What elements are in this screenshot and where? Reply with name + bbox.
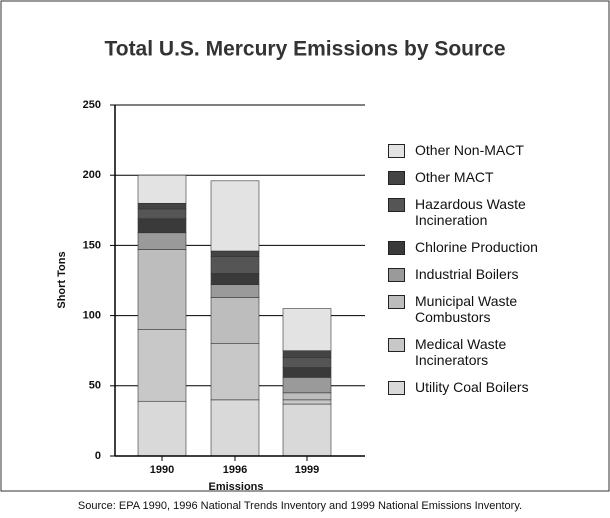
- frame: [0, 0, 610, 492]
- legend-item: Utility Coal Boilers: [388, 379, 588, 395]
- x-axis-label: Emissions: [208, 481, 263, 493]
- legend-item: Hazardous Waste Incineration: [388, 196, 588, 228]
- chart-title: Total U.S. Mercury Emissions by Source: [104, 38, 505, 61]
- bar-segment: [282, 399, 332, 405]
- legend-swatch: [388, 381, 405, 395]
- y-tick-label: 200: [83, 169, 101, 181]
- legend-label: Utility Coal Boilers: [415, 379, 529, 395]
- bar-segment: [282, 308, 332, 351]
- bar-segment: [210, 180, 260, 252]
- legend-item: Industrial Boilers: [388, 266, 588, 282]
- legend-swatch: [388, 338, 405, 352]
- bar-segment: [210, 297, 260, 344]
- x-tick-label: 1996: [223, 464, 247, 476]
- y-tick-label: 150: [83, 239, 101, 251]
- bar-segment: [210, 343, 260, 401]
- legend-item: Other MACT: [388, 169, 588, 185]
- y-tick-label: 50: [89, 380, 101, 392]
- y-tick-label: 250: [83, 99, 101, 111]
- legend-swatch: [388, 144, 405, 158]
- legend-label: Other MACT: [415, 169, 494, 185]
- legend-swatch: [388, 198, 405, 212]
- bar-segment: [210, 284, 260, 298]
- bar-segment: [282, 367, 332, 378]
- legend-item: Medical Waste Incinerators: [388, 336, 588, 368]
- bar-segment: [282, 357, 332, 368]
- bar-segment: [137, 208, 187, 220]
- bar-segment: [137, 218, 187, 234]
- legend: Other Non-MACT Other MACT Hazardous Waste …: [388, 142, 588, 406]
- bar-segment: [210, 273, 260, 286]
- legend-label: Municipal Waste Combustors: [415, 293, 518, 325]
- legend-swatch: [388, 171, 405, 185]
- y-tick-label: 0: [95, 450, 101, 462]
- bar-segment: [137, 400, 187, 457]
- legend-label: Medical Waste Incinerators: [415, 336, 507, 368]
- bar-segment: [137, 249, 187, 330]
- legend-item: Other Non-MACT: [388, 142, 588, 158]
- legend-swatch: [388, 295, 405, 309]
- x-tick-label: 1999: [295, 464, 319, 476]
- legend-label: Hazardous Waste Incineration: [415, 196, 526, 228]
- legend-swatch: [388, 268, 405, 282]
- bar-segment: [137, 232, 187, 250]
- bar-segment: [210, 399, 260, 457]
- bar-segment: [210, 250, 260, 257]
- bar-segment: [282, 392, 332, 401]
- bar-segment: [137, 202, 187, 210]
- x-tick-label: 1990: [150, 464, 174, 476]
- legend-swatch: [388, 241, 405, 255]
- bar-segment: [282, 350, 332, 359]
- legend-label: Chlorine Production: [415, 239, 538, 255]
- legend-item: Municipal Waste Combustors: [388, 293, 588, 325]
- y-tick-label: 100: [83, 310, 101, 322]
- bar-segment: [137, 174, 187, 204]
- legend-item: Chlorine Production: [388, 239, 588, 255]
- y-axis-label: Short Tons: [56, 251, 68, 308]
- legend-label: Other Non-MACT: [415, 142, 524, 158]
- bar-segment: [282, 403, 332, 457]
- source-note: Source: EPA 1990, 1996 National Trends I…: [78, 500, 522, 512]
- bar-segment: [282, 377, 332, 394]
- bar-segment: [137, 329, 187, 402]
- bar-segment: [210, 256, 260, 274]
- legend-label: Industrial Boilers: [415, 266, 519, 282]
